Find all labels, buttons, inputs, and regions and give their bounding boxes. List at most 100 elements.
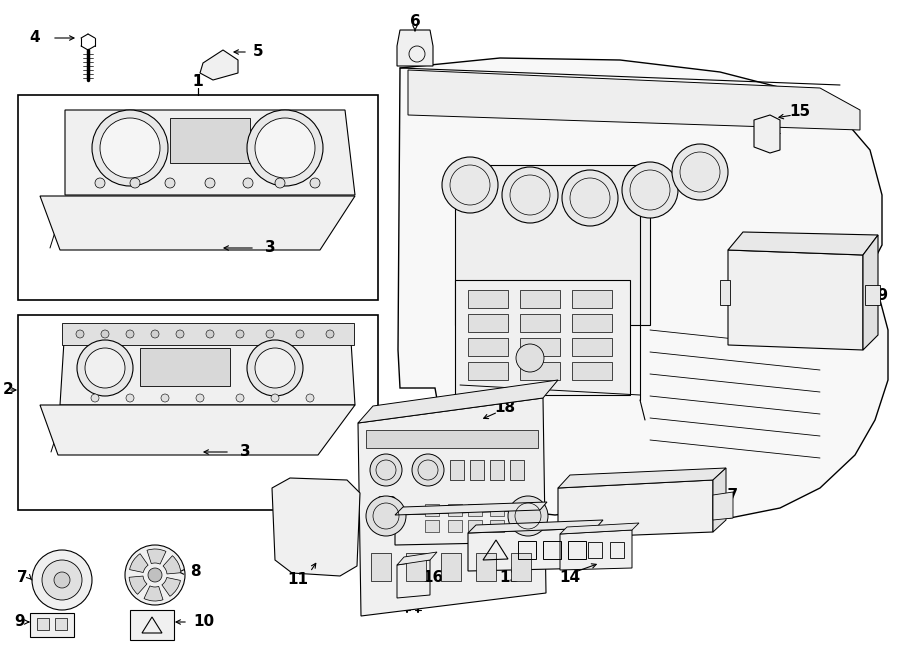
Polygon shape bbox=[754, 115, 780, 153]
Text: 16: 16 bbox=[422, 570, 443, 586]
Polygon shape bbox=[65, 110, 355, 195]
Polygon shape bbox=[398, 58, 888, 518]
Polygon shape bbox=[40, 196, 355, 250]
Circle shape bbox=[151, 330, 159, 338]
Circle shape bbox=[366, 496, 406, 536]
Circle shape bbox=[125, 545, 185, 605]
Bar bbox=[490, 460, 504, 480]
Bar bbox=[37, 618, 49, 630]
Circle shape bbox=[370, 454, 402, 486]
Circle shape bbox=[247, 340, 303, 396]
Circle shape bbox=[196, 394, 204, 402]
Polygon shape bbox=[558, 468, 726, 488]
Bar bbox=[455, 165, 650, 325]
Bar bbox=[720, 280, 730, 305]
Text: 9: 9 bbox=[14, 615, 25, 629]
Circle shape bbox=[296, 330, 304, 338]
Bar bbox=[572, 362, 612, 380]
Circle shape bbox=[255, 118, 315, 178]
Bar bbox=[371, 553, 391, 581]
Wedge shape bbox=[162, 578, 180, 596]
Bar bbox=[588, 542, 602, 558]
Circle shape bbox=[255, 348, 295, 388]
Bar bbox=[55, 618, 67, 630]
Bar bbox=[18, 315, 378, 510]
Circle shape bbox=[310, 178, 320, 188]
Circle shape bbox=[77, 340, 133, 396]
Text: 19: 19 bbox=[868, 288, 888, 303]
Circle shape bbox=[100, 118, 160, 178]
Bar bbox=[406, 553, 426, 581]
Circle shape bbox=[502, 167, 558, 223]
Bar bbox=[511, 553, 531, 581]
Bar bbox=[572, 314, 612, 332]
Polygon shape bbox=[713, 492, 733, 520]
Bar bbox=[543, 541, 561, 559]
Text: 18: 18 bbox=[494, 401, 516, 416]
Text: 4: 4 bbox=[30, 30, 40, 46]
Polygon shape bbox=[200, 50, 238, 80]
Polygon shape bbox=[395, 502, 547, 515]
Text: 3: 3 bbox=[265, 241, 275, 256]
Text: 8: 8 bbox=[190, 564, 201, 580]
Polygon shape bbox=[60, 325, 355, 405]
Bar bbox=[448, 520, 462, 532]
Polygon shape bbox=[468, 520, 603, 533]
Polygon shape bbox=[40, 405, 355, 455]
Bar bbox=[520, 290, 560, 308]
Polygon shape bbox=[30, 613, 74, 637]
Bar bbox=[510, 460, 524, 480]
Polygon shape bbox=[408, 70, 860, 130]
Bar bbox=[468, 314, 508, 332]
Circle shape bbox=[91, 394, 99, 402]
Text: 11: 11 bbox=[287, 572, 309, 588]
Bar bbox=[468, 504, 482, 516]
Circle shape bbox=[206, 330, 214, 338]
Bar bbox=[470, 460, 484, 480]
Polygon shape bbox=[358, 380, 558, 423]
Polygon shape bbox=[397, 30, 433, 66]
Circle shape bbox=[562, 170, 618, 226]
Bar bbox=[468, 362, 508, 380]
Text: 1: 1 bbox=[193, 75, 203, 89]
Circle shape bbox=[271, 394, 279, 402]
Bar bbox=[448, 504, 462, 516]
Bar bbox=[572, 290, 612, 308]
Circle shape bbox=[76, 330, 84, 338]
Circle shape bbox=[243, 178, 253, 188]
Polygon shape bbox=[358, 398, 546, 616]
Polygon shape bbox=[713, 468, 726, 532]
Polygon shape bbox=[558, 480, 713, 538]
Polygon shape bbox=[728, 250, 863, 350]
Bar bbox=[865, 285, 880, 305]
Text: 7: 7 bbox=[17, 570, 27, 586]
Polygon shape bbox=[560, 523, 639, 534]
Bar bbox=[468, 290, 508, 308]
Circle shape bbox=[126, 394, 134, 402]
Bar bbox=[518, 541, 536, 559]
Text: 3: 3 bbox=[239, 444, 250, 459]
Bar bbox=[610, 542, 624, 558]
Polygon shape bbox=[863, 235, 878, 350]
Text: 12: 12 bbox=[377, 496, 398, 510]
Circle shape bbox=[176, 330, 184, 338]
Polygon shape bbox=[468, 528, 596, 571]
Bar bbox=[140, 348, 230, 386]
Polygon shape bbox=[728, 232, 878, 255]
Circle shape bbox=[205, 178, 215, 188]
Bar bbox=[425, 520, 439, 532]
Wedge shape bbox=[144, 586, 163, 601]
Circle shape bbox=[508, 496, 548, 536]
Polygon shape bbox=[395, 510, 540, 545]
Bar bbox=[62, 323, 354, 345]
Text: 15: 15 bbox=[789, 104, 811, 120]
Circle shape bbox=[236, 330, 244, 338]
Wedge shape bbox=[130, 554, 148, 572]
Circle shape bbox=[95, 178, 105, 188]
Text: 10: 10 bbox=[193, 615, 214, 629]
Bar bbox=[170, 118, 250, 163]
Circle shape bbox=[412, 454, 444, 486]
Polygon shape bbox=[130, 610, 174, 640]
Text: 14: 14 bbox=[560, 570, 580, 586]
Wedge shape bbox=[147, 549, 166, 564]
